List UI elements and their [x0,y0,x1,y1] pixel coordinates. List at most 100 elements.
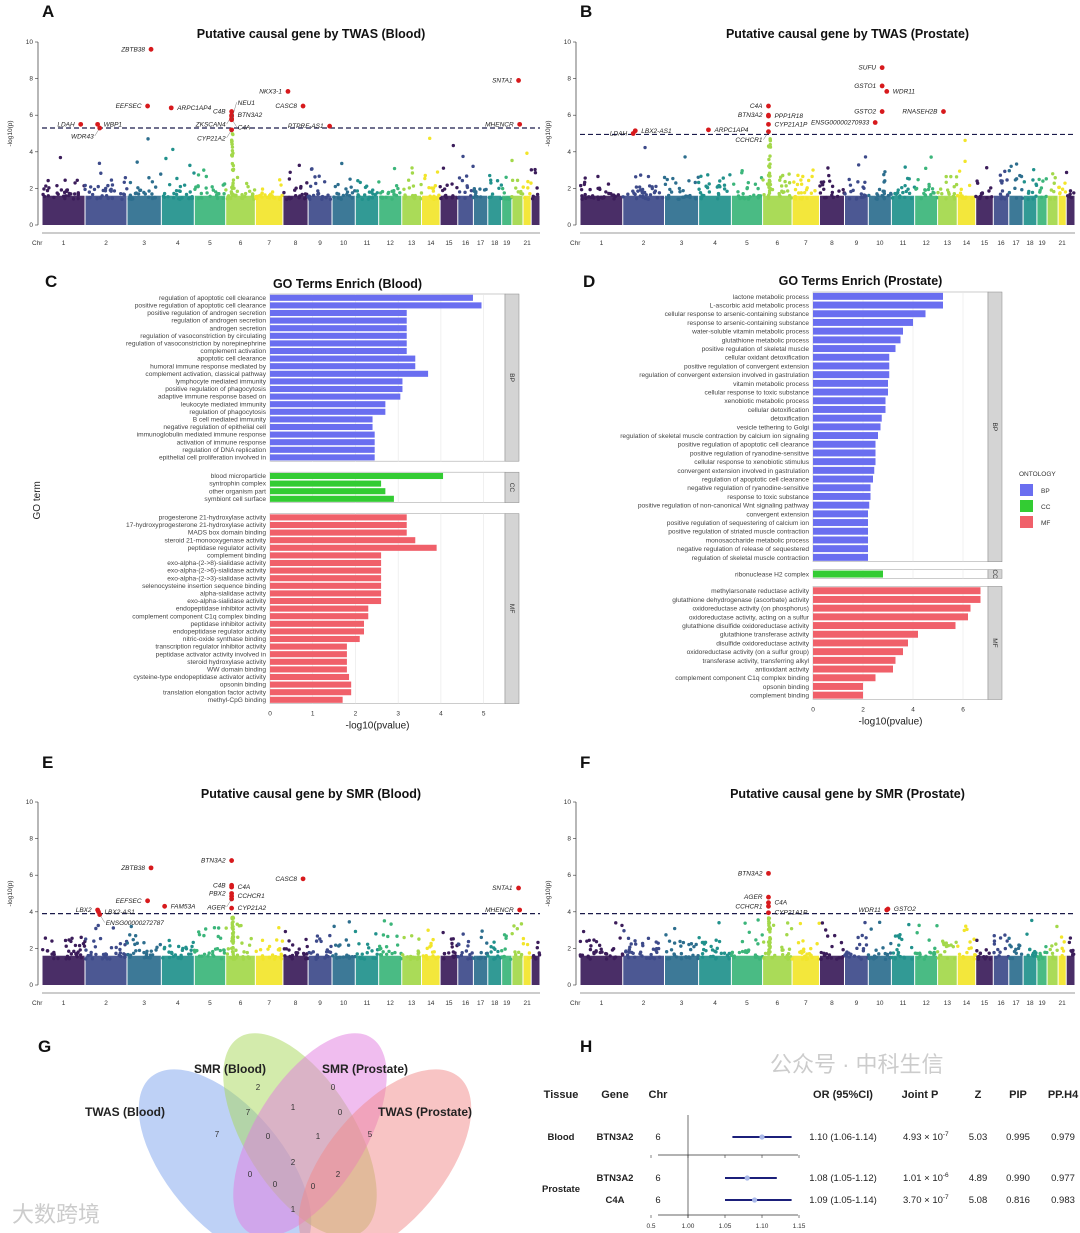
snp-point [880,194,884,198]
snp-point [189,952,193,956]
snp-point [84,957,88,961]
bar [813,440,876,448]
gene-label: ZBTB38 [120,46,145,53]
chr-point-band-19 [1037,195,1047,225]
chr-point-band-14 [422,195,440,225]
snp-point [390,189,394,193]
snp-point [1050,951,1055,956]
snp-point [196,173,201,177]
bar [813,536,868,544]
snp-point [889,941,893,946]
snp-point [168,944,172,948]
snp-point [495,179,500,183]
snp-point [96,184,100,189]
snp-point [380,196,385,200]
facet-strip-label: BP [508,373,515,382]
snp-point [620,923,624,928]
snp-point [654,184,658,189]
snp-point [997,954,1001,958]
chr-point-band-8 [283,955,308,985]
snp-point [898,954,902,959]
snp-point [715,946,719,951]
snp-point [1064,170,1069,175]
facet-strip [987,586,1003,700]
snp-point [489,178,493,182]
snp-point [669,190,674,194]
snp-point [667,939,672,943]
snp-point [650,186,654,191]
snp-point [136,192,141,196]
snp-point [632,191,636,195]
snp-point [702,193,706,198]
chr-point-band-15 [976,195,993,225]
snp-point [864,936,868,940]
snp-point [717,939,722,944]
hit-point [766,870,771,876]
go-term-label: negative regulation of release of seques… [677,546,809,553]
snp-point [641,194,645,199]
snp-point [513,953,518,957]
x-tick-label: 2 [861,707,865,714]
chr-tick-label: 17 [1012,240,1020,247]
gene-label: C4A [774,900,787,907]
go-term-label: complement component C1q complex binding [675,675,809,682]
snp-point [1031,167,1036,172]
snp-point [732,954,737,958]
venn-count: 0 [273,1180,278,1189]
snp-point [693,180,697,185]
snp-point [199,195,203,200]
snp-point [1044,177,1048,181]
snp-point [288,197,292,201]
snp-point [1067,940,1072,945]
snp-point [784,184,788,188]
snp-point [599,947,603,951]
venn-set-label: SMR (Prostate) [322,1062,408,1076]
snp-point [46,194,51,198]
snp-point [1019,952,1024,956]
snp-point [375,191,379,195]
go-term-label: opsonin binding [220,682,267,689]
chr-point-band-12 [379,195,402,225]
snp-point [882,189,886,193]
snp-point [704,184,708,188]
snp-point [535,186,539,190]
snp-point [231,167,236,171]
snp-point [822,187,826,191]
snp-point [773,953,777,958]
snp-point [739,196,743,200]
snp-point [841,187,845,192]
venn-count: 0 [311,1182,316,1191]
pip-cell: 0.990 [1006,1173,1030,1184]
snp-point [336,944,341,948]
snp-point [1014,162,1019,166]
snp-point [108,188,113,192]
y-axis-label: -log10(p) [545,120,552,146]
snp-point [178,184,183,189]
snp-point [525,942,530,947]
snp-point [867,193,871,198]
go-term-label: peptidase activator activity involved in [156,651,267,658]
snp-point [1031,951,1036,955]
snp-point [672,941,677,945]
gene-label: LBX2-AS1 [104,909,135,916]
snp-point [890,196,895,200]
bar [813,553,868,561]
snp-point [722,183,727,187]
snp-point [349,185,353,189]
snp-point [1020,196,1025,200]
chr-tick-label: 5 [745,240,749,247]
snp-point [459,953,464,958]
snp-point [716,191,721,196]
chr-tick-label: 21 [523,1000,531,1007]
snp-point [1055,924,1059,929]
snp-point [859,195,863,199]
snp-point [716,184,720,188]
snp-point [463,190,467,195]
go-term-label: regulation of phagocytosis [189,409,266,416]
snp-point [1008,956,1012,961]
snp-point [231,181,235,185]
chr-tick-label: 17 [477,1000,485,1007]
snp-point [536,940,540,945]
chr-tick-label: 17 [477,240,485,247]
gene-label: CCHCR1 [238,893,265,900]
